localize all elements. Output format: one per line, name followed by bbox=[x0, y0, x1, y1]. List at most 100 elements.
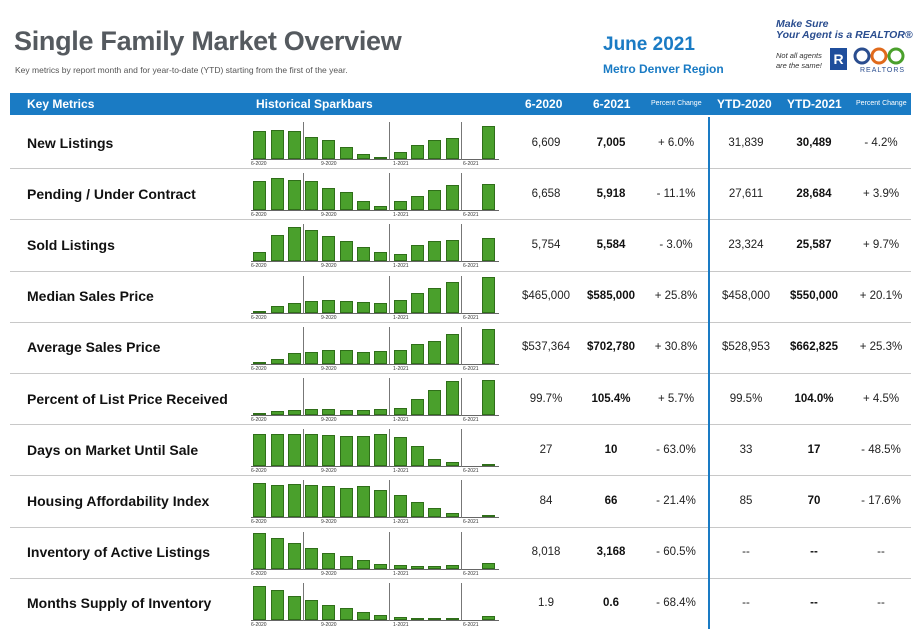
sparkbar-axis-label: 9-2020 bbox=[321, 468, 337, 475]
sparkbar-bar bbox=[271, 485, 284, 518]
sparkbar-bar bbox=[271, 589, 284, 620]
sparkbar-bar bbox=[271, 537, 284, 569]
sparkbar-bar bbox=[394, 616, 407, 620]
ytd-divider bbox=[708, 117, 710, 629]
sparkbar-bar bbox=[322, 435, 335, 467]
sparkbar-bar bbox=[305, 181, 318, 211]
row-label: Days on Market Until Sale bbox=[27, 441, 199, 458]
sparkbar-bar bbox=[374, 157, 387, 159]
sparkbar-bar bbox=[446, 138, 459, 159]
cell-m-cur: 5,918 bbox=[596, 187, 626, 200]
sparkbar-divider bbox=[389, 429, 390, 468]
sparkbar-bar bbox=[271, 358, 284, 364]
realtor-r-logo: R bbox=[830, 48, 847, 70]
sparkbar-bar bbox=[374, 252, 387, 262]
row-separator bbox=[10, 270, 911, 272]
sparkbar-bar bbox=[288, 595, 301, 620]
sparkbar-bar bbox=[305, 409, 318, 415]
sparkbar-bar bbox=[288, 180, 301, 211]
cell-m-pct: - 3.0% bbox=[659, 239, 693, 251]
tagline-line2: Your Agent is a REALTOR® bbox=[776, 29, 913, 41]
sparkbar-axis-label: 6-2021 bbox=[463, 314, 479, 321]
sparkbar-divider bbox=[303, 173, 304, 212]
cell-y-prev: 23,324 bbox=[728, 239, 764, 251]
sparkbar-bar bbox=[411, 617, 424, 620]
sparkbar-divider bbox=[461, 224, 462, 263]
sparkbar-bar bbox=[253, 532, 266, 569]
sparkbar-axis-label: 6-2020 bbox=[251, 314, 267, 321]
sparkbar-bar bbox=[253, 483, 266, 518]
sparkbar-divider bbox=[303, 582, 304, 621]
sparkbar-divider bbox=[389, 122, 390, 160]
sparkbar-bar bbox=[305, 485, 318, 518]
col-header-m-cur: 6-2021 bbox=[593, 97, 631, 111]
cell-m-cur: 7,005 bbox=[596, 136, 626, 149]
sparkbar-chart: 6-2020 9-2020 1-2021 6-2021 bbox=[251, 172, 499, 218]
cell-m-pct: + 5.7% bbox=[657, 392, 695, 405]
sparkbar-bar bbox=[411, 502, 424, 518]
sparkbar-axis-label: 6-2020 bbox=[251, 212, 267, 219]
sparkbar-bar bbox=[428, 459, 441, 467]
cell-m-prev: 8,018 bbox=[531, 546, 561, 559]
cell-y-cur: 28,684 bbox=[796, 187, 832, 200]
sparkbar-axis-label: 9-2020 bbox=[321, 519, 337, 526]
sparkbar-chart: 6-2020 9-2020 1-2021 6-2021 bbox=[251, 582, 499, 628]
realtors-label: REALTORS bbox=[860, 67, 906, 74]
sparkbar-divider bbox=[303, 429, 304, 468]
cell-m-prev: 1.9 bbox=[538, 597, 554, 610]
page-subtitle: Key metrics by report month and for year… bbox=[15, 65, 348, 75]
sparkbar-axis-label: 6-2021 bbox=[463, 417, 479, 423]
sparkbar-bar bbox=[394, 408, 407, 415]
sparkbar-bar bbox=[305, 434, 318, 467]
row-separator bbox=[10, 321, 911, 323]
sparkbar-bar bbox=[253, 434, 266, 467]
sparkbar-axis-label: 6-2021 bbox=[463, 263, 479, 270]
sparkbar-divider bbox=[461, 531, 462, 570]
sparkbar-axis-label: 6-2020 bbox=[251, 161, 267, 167]
sparkbar-bar bbox=[340, 488, 353, 518]
sparkbar-bar bbox=[357, 410, 370, 415]
cell-m-prev: $465,000 bbox=[522, 290, 570, 303]
sparkbar-axis-label: 6-2020 bbox=[251, 417, 267, 423]
sparkbar-bar bbox=[288, 352, 301, 364]
sparkbar-divider bbox=[461, 275, 462, 314]
sparkbar-bar bbox=[271, 305, 284, 313]
sparkbar-axis-label: 6-2020 bbox=[251, 621, 267, 628]
sparkbar-bar bbox=[253, 585, 266, 620]
sparkbar-bar bbox=[322, 236, 335, 262]
sparkbar-bar bbox=[428, 190, 441, 211]
sparkbar-bar bbox=[374, 563, 387, 569]
cell-y-cur: 17 bbox=[807, 443, 821, 456]
sparkbar-chart: 6-2020 9-2020 1-2021 6-2021 bbox=[251, 377, 499, 423]
sparkbar-divider bbox=[389, 224, 390, 263]
cell-m-cur: 5,584 bbox=[596, 239, 626, 251]
sparkbar-bar bbox=[394, 437, 407, 467]
cell-m-pct: + 6.0% bbox=[657, 136, 695, 149]
sparkbar-bar bbox=[374, 614, 387, 620]
cell-y-cur: 70 bbox=[807, 495, 821, 507]
sparkbar-bar bbox=[374, 206, 387, 211]
sparkbar-baseline bbox=[251, 312, 499, 314]
sparkbar-chart: 6-2020 9-2020 1-2021 6-2021 bbox=[251, 275, 499, 321]
sparkbar-axis-label: 9-2020 bbox=[321, 161, 337, 167]
sparkbar-bar bbox=[253, 310, 266, 313]
sparkbar-axis-label: 6-2020 bbox=[251, 519, 267, 526]
sparkbar-bar bbox=[446, 381, 459, 415]
sparkbar-bar bbox=[322, 188, 335, 211]
sparkbar-divider bbox=[389, 378, 390, 416]
note-line2: are the same! bbox=[776, 61, 822, 70]
sparkbar-bar bbox=[357, 436, 370, 467]
realtors-association-logo bbox=[853, 47, 905, 65]
cell-m-pct: - 21.4% bbox=[656, 495, 696, 507]
sparkbar-bar bbox=[411, 446, 424, 467]
sparkbar-divider bbox=[461, 582, 462, 621]
sparkbar-axis-label: 6-2021 bbox=[463, 621, 479, 628]
cell-m-cur: 0.6 bbox=[603, 597, 619, 610]
sparkbar-bar bbox=[305, 137, 318, 159]
cell-m-prev: 84 bbox=[539, 495, 553, 507]
sparkbar-bar bbox=[271, 411, 284, 415]
row-separator bbox=[10, 168, 911, 170]
sparkbar-axis-label: 1-2021 bbox=[393, 161, 409, 167]
sparkbar-divider bbox=[461, 378, 462, 416]
cell-m-cur: 10 bbox=[604, 443, 618, 456]
